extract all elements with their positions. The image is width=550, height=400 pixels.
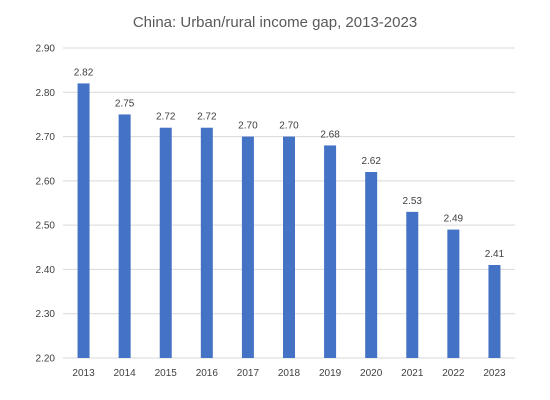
bar-2013: [77, 83, 90, 358]
data-label-2013: 2.82: [74, 67, 94, 78]
chart-title: China: Urban/rural income gap, 2013-2023: [133, 14, 417, 31]
data-label-2020: 2.62: [361, 156, 381, 167]
bar-2018: [283, 136, 295, 358]
data-label-2017: 2.70: [238, 121, 258, 132]
x-tick-label-2020: 2020: [360, 368, 383, 379]
y-tick-label: 2.20: [36, 354, 56, 365]
data-label-2019: 2.68: [320, 129, 340, 140]
x-tick-label-2014: 2014: [114, 368, 137, 379]
data-label-2014: 2.75: [115, 98, 135, 109]
x-axis-ticks: 2013 2014 2015 2016 2017 2018 2019 2020 2021 2022…: [72, 368, 506, 379]
bar-2023: [488, 265, 501, 358]
y-tick-label: 2.60: [36, 176, 56, 187]
bar-2017: [241, 136, 254, 358]
data-label-2015: 2.72: [156, 112, 176, 123]
x-tick-label-2018: 2018: [278, 368, 301, 379]
data-labels: 2.82 2.75 2.72 2.72 2.70 2.70 2.68 2.62 2.53 2.49…: [74, 67, 505, 260]
x-tick-label-2015: 2015: [155, 368, 178, 379]
data-label-2021: 2.53: [403, 196, 423, 207]
data-label-2018: 2.70: [279, 121, 299, 132]
bar-2016: [200, 127, 213, 358]
bar-2014: [118, 114, 131, 358]
y-tick-label: 2.80: [36, 88, 56, 99]
bar-2015: [159, 127, 172, 358]
data-label-2022: 2.49: [444, 214, 464, 225]
y-tick-label: 2.70: [36, 132, 56, 143]
y-tick-label: 2.50: [36, 221, 56, 232]
x-tick-label-2021: 2021: [401, 368, 424, 379]
x-tick-label-2013: 2013: [72, 368, 95, 379]
x-tick-label-2017: 2017: [237, 368, 260, 379]
bar-2021: [406, 211, 419, 358]
data-label-2016: 2.72: [197, 112, 217, 123]
x-tick-label-2022: 2022: [442, 368, 465, 379]
data-label-2023: 2.41: [485, 249, 505, 260]
y-axis-ticks: 2.20 2.30 2.40 2.50 2.60 2.70 2.80 2.90: [36, 44, 56, 365]
x-tick-label-2019: 2019: [319, 368, 342, 379]
x-tick-label-2023: 2023: [483, 368, 506, 379]
bar-2020: [365, 172, 378, 358]
y-tick-label: 2.30: [36, 309, 56, 320]
y-tick-label: 2.40: [36, 265, 56, 276]
bars: [77, 83, 501, 358]
bar-2019: [324, 145, 337, 358]
x-tick-label-2016: 2016: [196, 368, 219, 379]
bar-2022: [447, 229, 460, 358]
y-tick-label: 2.90: [36, 44, 56, 55]
